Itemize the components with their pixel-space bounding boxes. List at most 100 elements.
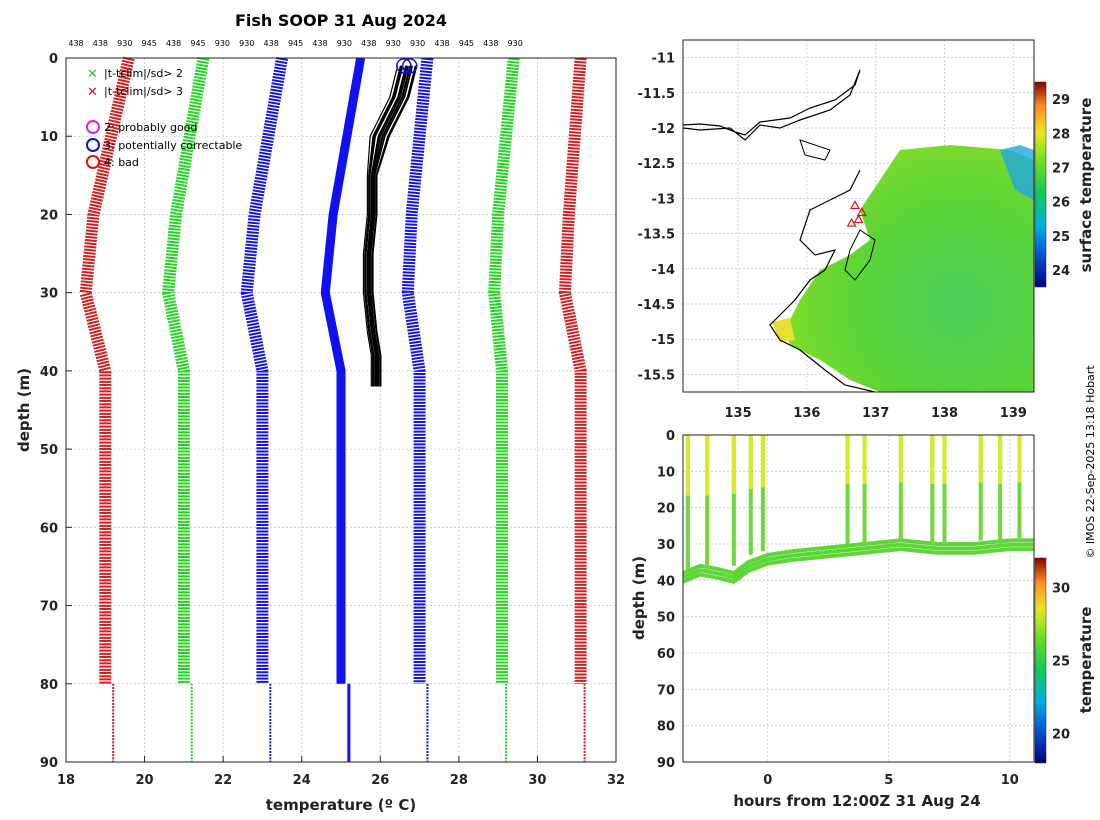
legend-label-flag2: 2: probably good (104, 121, 197, 134)
timeseries-y-ticks: 0 10 20 30 40 50 60 70 80 90 (657, 429, 675, 771)
sst-colorbar-tick: 25 (1052, 230, 1070, 245)
coastline-island (799, 139, 831, 161)
legend-label-sd3: |t-tclim|/sd> 3 (104, 85, 183, 98)
sst-colorbar-ticks: 24 25 26 27 28 29 (1052, 93, 1070, 279)
timeseries-x-ticks: 0 5 10 (763, 773, 1019, 788)
ts-ytick-label: 40 (657, 574, 675, 589)
map-y-ticks: -11 -11.5 -12 -12.5 -13 -13.5 -14 -14.5 -15 -15.5 (638, 52, 675, 384)
temp-xtick-label: 22 (214, 773, 232, 788)
map-ytick-label: -12 (652, 122, 676, 137)
legend-flag3-circle-icon (86, 138, 100, 152)
legend-x-green-icon: ✕ (87, 67, 98, 82)
temp-xtick-label: 18 (57, 773, 75, 788)
temperature-colorbar-label: temperature (1077, 607, 1095, 714)
legend-label-sd2: |t-tclim|/sd> 2 (104, 67, 183, 80)
map-ytick-label: -13 (652, 192, 676, 207)
profile-line (365, 65, 403, 387)
profile-line (364, 65, 402, 387)
map-xtick-label: 138 (931, 406, 958, 421)
top-tick-label: 930 (337, 39, 352, 48)
top-tick-label: 930 (508, 39, 523, 48)
climatology-lines (79, 56, 587, 762)
flag-circle (402, 58, 418, 74)
sst-colorbar-tick: 29 (1052, 93, 1070, 108)
map-xtick-label: 137 (862, 406, 889, 421)
temperature-colorbar (1034, 557, 1047, 764)
temp-ytick-label: 80 (40, 678, 58, 693)
watermark: © IMOS 22-Sep-2025 13:18 Hobart (1084, 365, 1097, 559)
series-clim-3sd (558, 57, 587, 684)
station-marker (853, 214, 864, 224)
station-marker (846, 217, 857, 227)
top-tick-label: 945 (459, 39, 474, 48)
legend: ✕ |t-tclim|/sd> 2 ✕ |t-tclim|/sd> 3 2: p… (86, 67, 242, 169)
profile-line (366, 65, 407, 387)
top-tick-label: 945 (142, 39, 157, 48)
temperature-profiles (362, 58, 418, 387)
legend-label-flag4: 4: bad (104, 156, 139, 169)
temp-colorbar-tick: 25 (1052, 655, 1070, 670)
temp-ytick-label: 20 (40, 208, 58, 223)
coastline-west (769, 169, 876, 393)
legend-x-red-icon: ✕ (87, 85, 98, 100)
temp-ytick-label: 40 (40, 365, 58, 380)
station-marker (856, 207, 867, 217)
temp-xtick-label: 26 (371, 773, 389, 788)
timeseries-data (682, 435, 1034, 584)
series-clim-3sd (79, 56, 135, 684)
timeseries-axes-frame (682, 434, 1035, 763)
ts-ytick-label: 90 (657, 756, 675, 771)
map-xtick-label: 139 (1000, 406, 1027, 421)
temp-xtick-label: 20 (136, 773, 154, 788)
top-tick-label: 438 (483, 39, 498, 48)
top-tick-label: 930 (410, 39, 425, 48)
ts-ytick-label: 0 (666, 429, 675, 444)
top-tick-label: 930 (117, 39, 132, 48)
series-clim-2sd (162, 56, 210, 684)
temp-ytick-label: 10 (40, 130, 58, 145)
temp-ytick-label: 90 (40, 756, 58, 771)
top-tick-label: 930 (239, 39, 254, 48)
profile-line (362, 65, 399, 387)
sst-colorbar-tick: 26 (1052, 196, 1070, 211)
series-clim-1sd (401, 57, 434, 684)
legend-flag2-circle-icon (86, 120, 100, 134)
ts-ytick-label: 50 (657, 611, 675, 626)
sst-field (785, 145, 1034, 392)
map-stations (846, 200, 867, 227)
ts-xtick-label: 0 (763, 773, 772, 788)
profile-line (372, 65, 418, 387)
map-ytick-label: -15 (652, 333, 676, 348)
top-tick-label: 945 (190, 39, 205, 48)
map-ytick-label: -12.5 (638, 157, 675, 172)
ts-ytick-label: 10 (657, 465, 675, 480)
top-tick-labels: 438 438 930 945 438 945 930 930 438 945 438 930 438 9… (68, 39, 522, 48)
ts-xtick-label: 10 (1001, 773, 1019, 788)
coastline-groote (844, 229, 876, 281)
coastline-north (682, 69, 861, 141)
map-axes-frame (682, 39, 1035, 393)
series-clim-mean (320, 57, 366, 684)
temperature-xlabel: temperature (º C) (266, 796, 416, 814)
temp-xtick-label: 32 (607, 773, 625, 788)
map-ytick-label: -14.5 (638, 298, 675, 313)
sst-colorbar-tick: 28 (1052, 127, 1070, 142)
temperature-y-ticks: 0 10 20 30 40 50 60 70 80 90 (40, 52, 72, 771)
temp-ytick-label: 50 (40, 443, 58, 458)
sst-cool-patch (1000, 145, 1034, 200)
temp-ytick-label: 30 (40, 287, 58, 302)
profile-line (367, 65, 409, 387)
timeseries-xlabel: hours from 12:00Z 31 Aug 24 (733, 792, 980, 810)
sst-colorbar-tick: 27 (1052, 161, 1070, 176)
ts-ytick-label: 60 (657, 647, 675, 662)
temp-ytick-label: 70 (40, 600, 58, 615)
map-ytick-label: -14 (652, 263, 676, 278)
track-line (682, 542, 1034, 580)
legend-label-flag3: 3: potentially correctable (104, 139, 242, 152)
sst-colorbar-tick: 24 (1052, 264, 1070, 279)
sst-colorbar-label: surface temperature (1077, 98, 1095, 273)
top-tick-label: 438 (312, 39, 327, 48)
ts-xtick-label: 5 (884, 773, 893, 788)
top-tick-label: 438 (166, 39, 181, 48)
